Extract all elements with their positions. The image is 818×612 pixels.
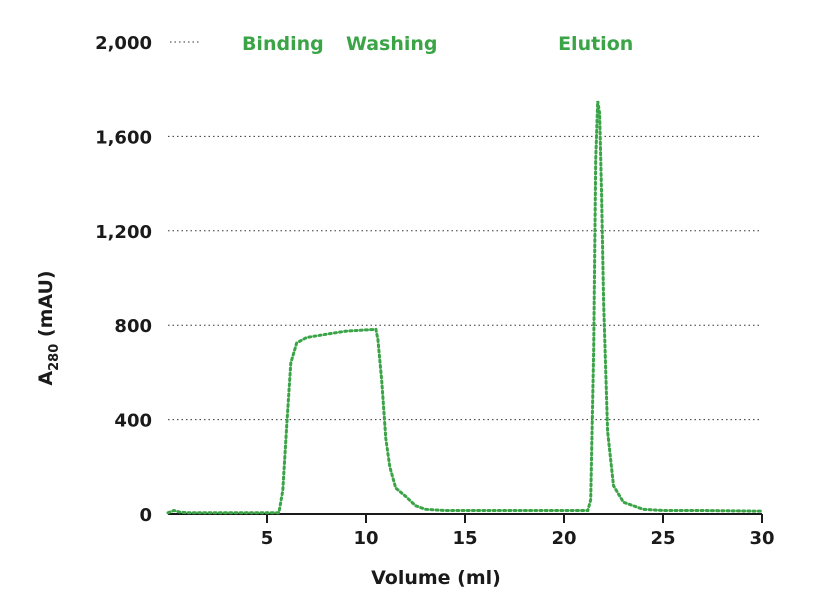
- y-tick-label: 1,600: [95, 127, 152, 148]
- x-tick-labels: 5 10 15 20 25 30: [261, 528, 775, 549]
- y-tick-label: 800: [114, 316, 152, 337]
- x-tick-label: 5: [261, 528, 274, 549]
- phase-label: Binding: [242, 33, 324, 55]
- y-tick-labels: 0 400 800 1,200 1,600 2,000: [95, 33, 152, 526]
- y-tick-label: 2,000: [95, 33, 152, 54]
- x-tick-label: 20: [551, 528, 576, 549]
- x-tick-label: 15: [452, 528, 477, 549]
- phase-label: Elution: [558, 33, 633, 55]
- phase-labels: Binding Washing Elution: [242, 33, 633, 55]
- y-axis-title-main: A: [35, 371, 57, 386]
- y-tick-label: 400: [114, 411, 152, 432]
- axes: [168, 513, 763, 523]
- x-tick-label: 25: [650, 528, 675, 549]
- x-tick-label: 10: [353, 528, 378, 549]
- x-tick-label: 30: [749, 528, 774, 549]
- y-tick-label: 1,200: [95, 222, 152, 243]
- phase-label: Washing: [346, 33, 438, 55]
- absorbance-trace: [166, 100, 764, 515]
- y-axis-title-subscript: 280: [47, 344, 62, 371]
- y-tick-label: 0: [139, 505, 152, 526]
- y-axis-title: A280 (mAU): [35, 270, 62, 385]
- x-axis-title: Volume (ml): [371, 567, 501, 589]
- y-axis-title-unit: (mAU): [35, 270, 57, 343]
- gridlines: [168, 41, 762, 421]
